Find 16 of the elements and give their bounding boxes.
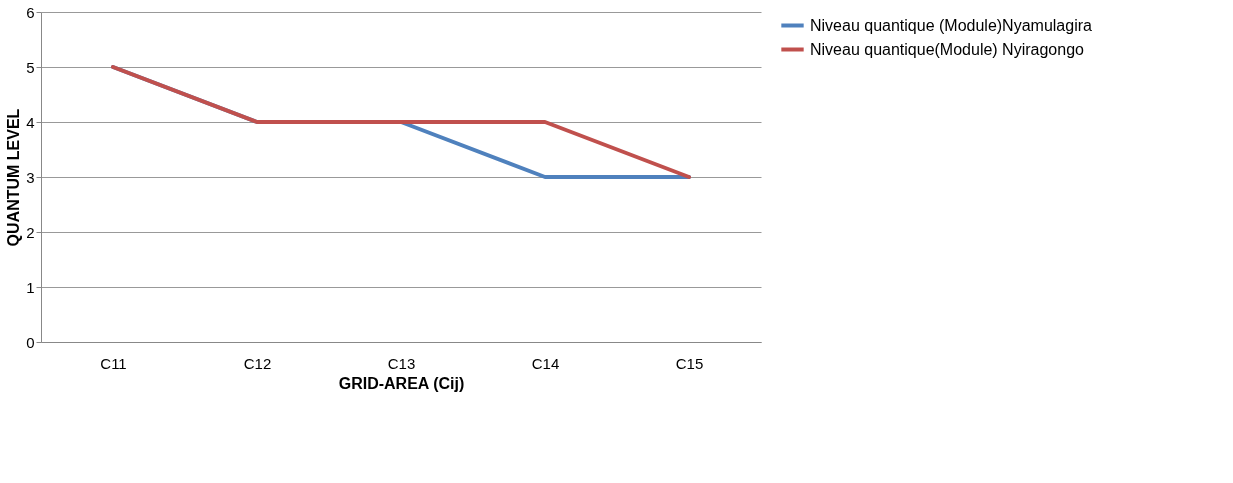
y-tick-label: 1 [26,278,35,296]
y-tick-label: 4 [26,113,35,131]
y-tick-label: 5 [26,58,35,76]
y-tick-label: 2 [26,223,35,241]
y-axis-title: QUANTUM LEVEL [5,108,23,247]
x-tick-label: C15 [675,354,704,372]
x-tick-label: C11 [100,354,127,372]
y-tick-label: 0 [26,333,35,351]
legend-label: Niveau quantique(Module) Nyiragongo [810,40,1085,58]
x-tick-label: C13 [387,354,416,372]
y-tick-label: 3 [26,168,35,186]
y-tick-label: 6 [26,3,35,21]
x-axis-title: GRID-AREA (Cij) [338,374,465,392]
legend-label: Niveau quantique (Module)Nyamulagira [810,16,1093,34]
x-tick-label: C14 [531,354,560,372]
x-tick-label: C12 [243,354,272,372]
